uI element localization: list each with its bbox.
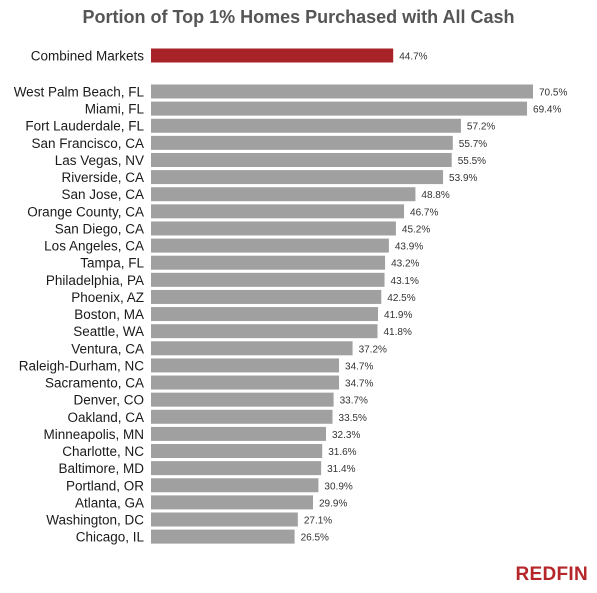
category-label: Miami, FL — [85, 102, 145, 117]
bar — [151, 392, 334, 407]
bar — [151, 101, 528, 116]
value-label: 48.8% — [421, 190, 449, 201]
category-label: Denver, CO — [73, 393, 144, 408]
category-label: Oakland, CA — [67, 410, 144, 425]
bar — [151, 512, 298, 527]
bar — [151, 358, 340, 373]
value-label: 57.2% — [467, 122, 495, 133]
category-label: Boston, MA — [74, 307, 144, 322]
bar — [151, 478, 319, 493]
value-label: 42.5% — [387, 293, 415, 304]
value-label: 33.5% — [339, 413, 367, 424]
category-label: Orange County, CA — [27, 204, 144, 219]
category-label: Ventura, CA — [71, 341, 144, 356]
value-label: 55.5% — [458, 156, 486, 167]
value-label: 43.2% — [391, 259, 419, 270]
value-label: 46.7% — [410, 207, 438, 218]
bar — [151, 495, 314, 510]
category-label: Sacramento, CA — [45, 376, 144, 391]
value-label: 43.1% — [391, 276, 419, 287]
category-label: Philadelphia, PA — [46, 273, 144, 288]
value-label: 55.7% — [459, 139, 487, 150]
value-label: 41.8% — [383, 327, 411, 338]
value-label: 30.9% — [324, 481, 352, 492]
value-label: 32.3% — [332, 430, 360, 441]
bar — [151, 375, 340, 390]
bar — [151, 187, 416, 202]
bar — [151, 204, 405, 219]
category-label: San Jose, CA — [61, 187, 144, 202]
bar — [151, 324, 378, 339]
category-label: Tampa, FL — [80, 256, 144, 271]
category-label: Washington, DC — [46, 513, 144, 528]
category-label: Raleigh-Durham, NC — [19, 358, 145, 373]
category-label: Combined Markets — [31, 49, 145, 64]
redfin-logo: REDFIN — [515, 564, 588, 585]
category-label: Las Vegas, NV — [55, 153, 144, 168]
category-label: West Palm Beach, FL — [14, 85, 145, 100]
category-label: Minneapolis, MN — [43, 427, 144, 442]
category-label: San Diego, CA — [55, 221, 144, 236]
category-label: Portland, OR — [66, 478, 144, 493]
bar — [151, 409, 333, 424]
bar — [151, 341, 353, 356]
value-label: 43.9% — [395, 242, 423, 253]
bar — [151, 426, 327, 441]
bar — [151, 444, 323, 459]
bar — [151, 118, 461, 133]
bar — [151, 221, 396, 236]
bar — [151, 238, 389, 253]
bar — [151, 84, 533, 99]
bar — [151, 48, 394, 63]
category-label: Chicago, IL — [76, 530, 145, 545]
category-label: Seattle, WA — [73, 324, 144, 339]
category-label: Atlanta, GA — [75, 495, 144, 510]
bar — [151, 461, 322, 476]
bar — [151, 255, 386, 270]
value-label: 41.9% — [384, 310, 412, 321]
value-label: 26.5% — [301, 533, 329, 544]
bar — [151, 152, 452, 167]
category-label: Phoenix, AZ — [71, 290, 144, 305]
bar — [151, 289, 382, 304]
value-label: 70.5% — [539, 88, 567, 99]
value-label: 29.9% — [319, 498, 347, 509]
value-label: 34.7% — [345, 361, 373, 372]
category-label: Baltimore, MD — [58, 461, 144, 476]
value-label: 31.6% — [328, 447, 356, 458]
category-label: Los Angeles, CA — [44, 239, 144, 254]
value-label: 27.1% — [304, 516, 332, 527]
category-label: San Francisco, CA — [31, 136, 144, 151]
value-label: 37.2% — [359, 344, 387, 355]
value-label: 44.7% — [399, 52, 427, 63]
chart-title: Portion of Top 1% Homes Purchased with A… — [82, 7, 515, 27]
category-label: Fort Lauderdale, FL — [25, 119, 144, 134]
value-label: 33.7% — [340, 396, 368, 407]
bar — [151, 272, 385, 287]
bar — [151, 170, 444, 185]
value-label: 69.4% — [533, 105, 561, 116]
value-label: 53.9% — [449, 173, 477, 184]
value-label: 31.4% — [327, 464, 355, 475]
category-label: Riverside, CA — [61, 170, 144, 185]
bar — [151, 529, 295, 544]
bar — [151, 135, 453, 150]
value-label: 34.7% — [345, 379, 373, 390]
value-label: 45.2% — [402, 224, 430, 235]
category-label: Charlotte, NC — [62, 444, 144, 459]
bar — [151, 307, 379, 322]
